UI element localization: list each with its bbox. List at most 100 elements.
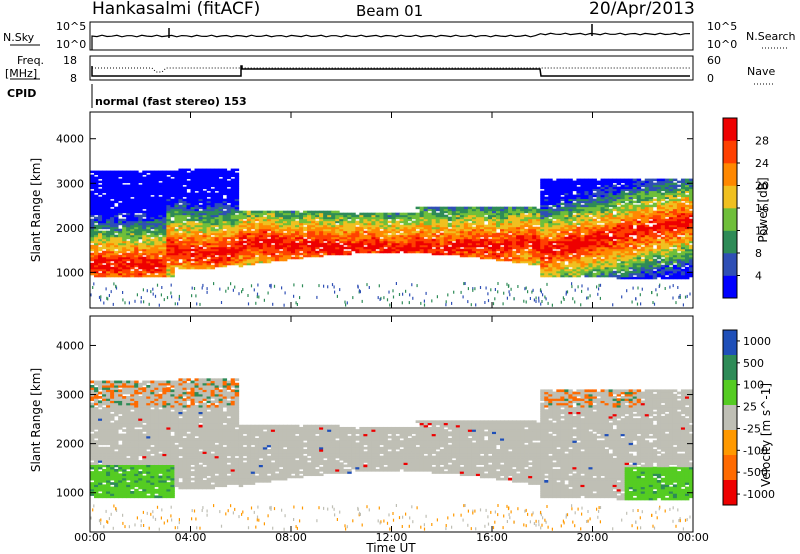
power-cell [512,218,517,222]
power-cell [270,218,276,222]
power-cell [371,248,376,252]
power-cell [266,242,272,246]
power-cell [391,238,396,242]
power-cell [628,270,634,274]
power-cell [246,236,252,240]
power-cell [118,254,123,258]
noise-left-tick-low: 10^0 [56,38,86,51]
power-cell [419,214,425,218]
power-cell [150,232,155,236]
power-cell [540,192,545,196]
power-cell [146,190,151,194]
power-cell [122,238,127,242]
power-cell [154,222,159,226]
power-cell [154,192,159,196]
power-cell [134,206,139,210]
power-cell [540,210,545,214]
power-cell [230,208,236,212]
power-cell [206,244,211,248]
power-cell [238,240,244,244]
power-cell [226,222,232,226]
power-cell [508,210,513,214]
power-cell [347,244,352,248]
power-cell [548,178,553,182]
power-cell [130,204,135,208]
power-cell [122,198,127,202]
power-cell [190,198,195,202]
power-cell [435,240,441,244]
power-cell [138,220,143,224]
power-cell [544,274,549,278]
power-cell [520,228,525,232]
power-cell [150,242,155,246]
power-cell [218,232,224,236]
power-cell [552,180,557,184]
power-cell [403,212,408,216]
power-cell [343,214,348,218]
power-cell [648,220,654,224]
power-cell [158,272,163,276]
power-cell [162,244,167,248]
power-cell [90,228,95,232]
power-cell [407,216,412,220]
power-cell [138,254,143,258]
power-cell [459,244,465,248]
power-cell [528,214,533,218]
power-cell [194,198,199,202]
power-cell [431,230,437,234]
power-cell [544,230,549,234]
power-cell [234,190,240,194]
power-cell [524,240,529,244]
power-cell [504,210,509,214]
power-cell [178,186,183,190]
power-cell [198,184,203,188]
power-cell [186,206,191,210]
power-cell [331,234,336,238]
power-cell [182,226,187,230]
power-cell [102,226,107,230]
power-cell [483,244,489,248]
power-cell [463,252,469,256]
power-cell [463,216,469,220]
power-cell [431,218,437,222]
power-cell [520,216,525,220]
power-cell [407,228,412,232]
power-cell [455,210,461,214]
power-cell [242,232,248,236]
power-cell [435,234,441,238]
power-cell [114,258,119,262]
power-cell [455,230,461,234]
power-cell [206,180,211,184]
power-cell [262,240,268,244]
power-cell [230,218,236,222]
power-cell [282,234,288,238]
power-cell [532,258,537,262]
power-cell [487,250,493,254]
power-cell [664,200,670,204]
power-cell [311,240,316,244]
power-cell [226,200,232,204]
power-cell [174,200,179,204]
power-cell [242,248,248,252]
power-cell [242,256,248,260]
power-cell [238,256,244,260]
power-cell [500,226,505,230]
power-cell [118,196,123,200]
power-cell [98,200,103,204]
power-cell [371,234,376,238]
power-cell [242,220,248,224]
power-cell [303,216,308,220]
power-cell [226,212,232,216]
power-cell [451,216,457,220]
power-cell [475,226,481,230]
power-cell [218,212,224,216]
power-cell [202,174,207,178]
power-cell [295,246,300,250]
power-cell [206,194,211,198]
power-cell [194,252,199,256]
power-cell [202,222,207,226]
power-cell [487,234,493,238]
power-cell [134,222,139,226]
power-cell [194,188,199,192]
power-cell [222,244,228,248]
